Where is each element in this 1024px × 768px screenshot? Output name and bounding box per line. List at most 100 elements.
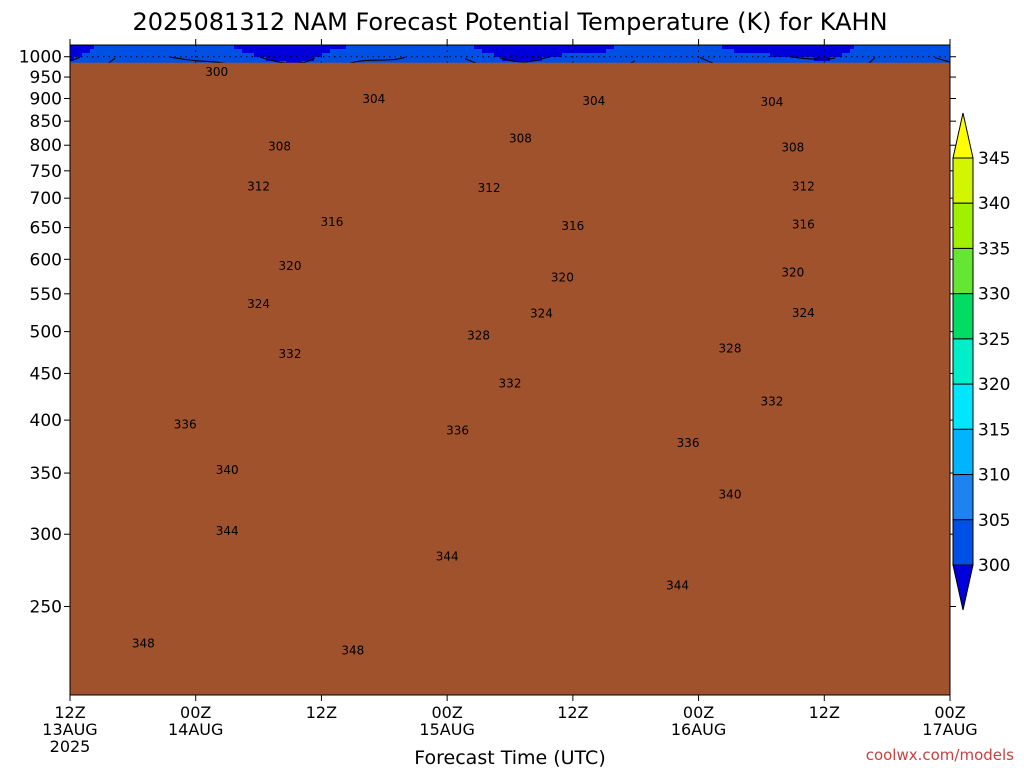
fill-cell — [106, 57, 111, 62]
fill-cell — [170, 53, 175, 58]
fill-cell — [90, 45, 95, 50]
fill-cell — [178, 57, 183, 62]
fill-cell — [186, 53, 191, 58]
fill-cell — [86, 57, 91, 62]
fill-cell — [134, 53, 139, 58]
fill-cell — [114, 49, 119, 54]
fill-cell — [122, 45, 127, 50]
fill-cell — [78, 57, 83, 62]
fill-cell — [110, 45, 115, 50]
fill-cell — [94, 53, 99, 58]
fill-cell — [78, 49, 83, 54]
fill-cell — [154, 57, 159, 62]
fill-cell — [102, 57, 107, 62]
fill-cell — [134, 57, 139, 62]
fill-cell — [170, 49, 175, 54]
fill-cell — [146, 49, 151, 54]
fill-cell — [122, 57, 127, 62]
fill-cell — [126, 57, 131, 62]
fill-cell — [70, 57, 75, 62]
fill-cell — [166, 49, 171, 54]
fill-cell — [126, 53, 131, 58]
fill-cell — [90, 49, 95, 54]
fill-cell — [178, 45, 183, 50]
fill-cell — [162, 49, 167, 54]
fill-cell — [98, 53, 103, 58]
fill-cell — [106, 49, 111, 54]
fill-cell — [70, 53, 75, 58]
fill-cell — [106, 53, 111, 58]
fill-cell — [90, 57, 95, 62]
fill-cell — [142, 49, 147, 54]
fill-cell — [146, 45, 151, 50]
fill-cell — [182, 45, 187, 50]
fill-cell — [174, 45, 179, 50]
fill-cell — [114, 53, 119, 58]
fill-cell — [146, 57, 151, 62]
fill-cell — [138, 53, 143, 58]
fill-cell — [154, 53, 159, 58]
fill-cell — [94, 45, 99, 50]
fill-cell — [118, 49, 123, 54]
fill-cell — [98, 57, 103, 62]
fill-cell — [78, 53, 83, 58]
fill-cell — [146, 53, 151, 58]
fill-cell — [74, 49, 79, 54]
fill-cell — [142, 45, 147, 50]
fill-cell — [86, 49, 91, 54]
fill-cell — [110, 53, 115, 58]
fill-cell — [190, 49, 195, 54]
fill-cell — [90, 53, 95, 58]
fill-cell — [170, 45, 175, 50]
fill-cell — [98, 45, 103, 50]
fill-cell — [138, 45, 143, 50]
fill-cell — [182, 53, 187, 58]
fill-cell — [174, 49, 179, 54]
fill-cell — [166, 53, 171, 58]
fill-cell — [122, 53, 127, 58]
fill-cell — [122, 49, 127, 54]
fill-cell — [94, 57, 99, 62]
fill-cell — [130, 53, 135, 58]
fill-cell — [166, 45, 171, 50]
fill-cell — [190, 45, 195, 50]
fill-cell — [70, 49, 75, 54]
fill-cell — [130, 57, 135, 62]
fill-cell — [158, 53, 163, 58]
fill-cell — [162, 53, 167, 58]
fill-cell — [182, 49, 187, 54]
fill-cell — [190, 53, 195, 58]
fill-cell — [82, 57, 87, 62]
fill-cell — [102, 45, 107, 50]
fill-cell — [110, 57, 115, 62]
fill-cell — [158, 45, 163, 50]
fill-cell — [142, 57, 147, 62]
chart-title: 2025081312 NAM Forecast Potential Temper… — [132, 8, 887, 36]
fill-cell — [162, 57, 167, 62]
fill-cell — [166, 57, 171, 62]
fill-cell — [82, 53, 87, 58]
fill-cell — [86, 45, 91, 50]
fill-cell — [78, 45, 83, 50]
fill-cell — [138, 49, 143, 54]
fill-cell — [102, 53, 107, 58]
fill-cell — [110, 49, 115, 54]
fill-cell — [170, 57, 175, 62]
fill-cell — [70, 45, 75, 50]
fill-cell — [150, 45, 155, 50]
fill-cell — [138, 57, 143, 62]
fill-cell — [178, 53, 183, 58]
fill-cell — [150, 53, 155, 58]
fill-cell — [134, 49, 139, 54]
fill-cell — [158, 49, 163, 54]
fill-cell — [126, 45, 131, 50]
fill-cell — [82, 49, 87, 54]
fill-cell — [190, 57, 195, 62]
fill-cell — [74, 45, 79, 50]
fill-cell — [134, 45, 139, 50]
fill-cell — [126, 49, 131, 54]
fill-cell — [130, 49, 135, 54]
fill-cell — [114, 57, 119, 62]
fill-cell — [142, 53, 147, 58]
